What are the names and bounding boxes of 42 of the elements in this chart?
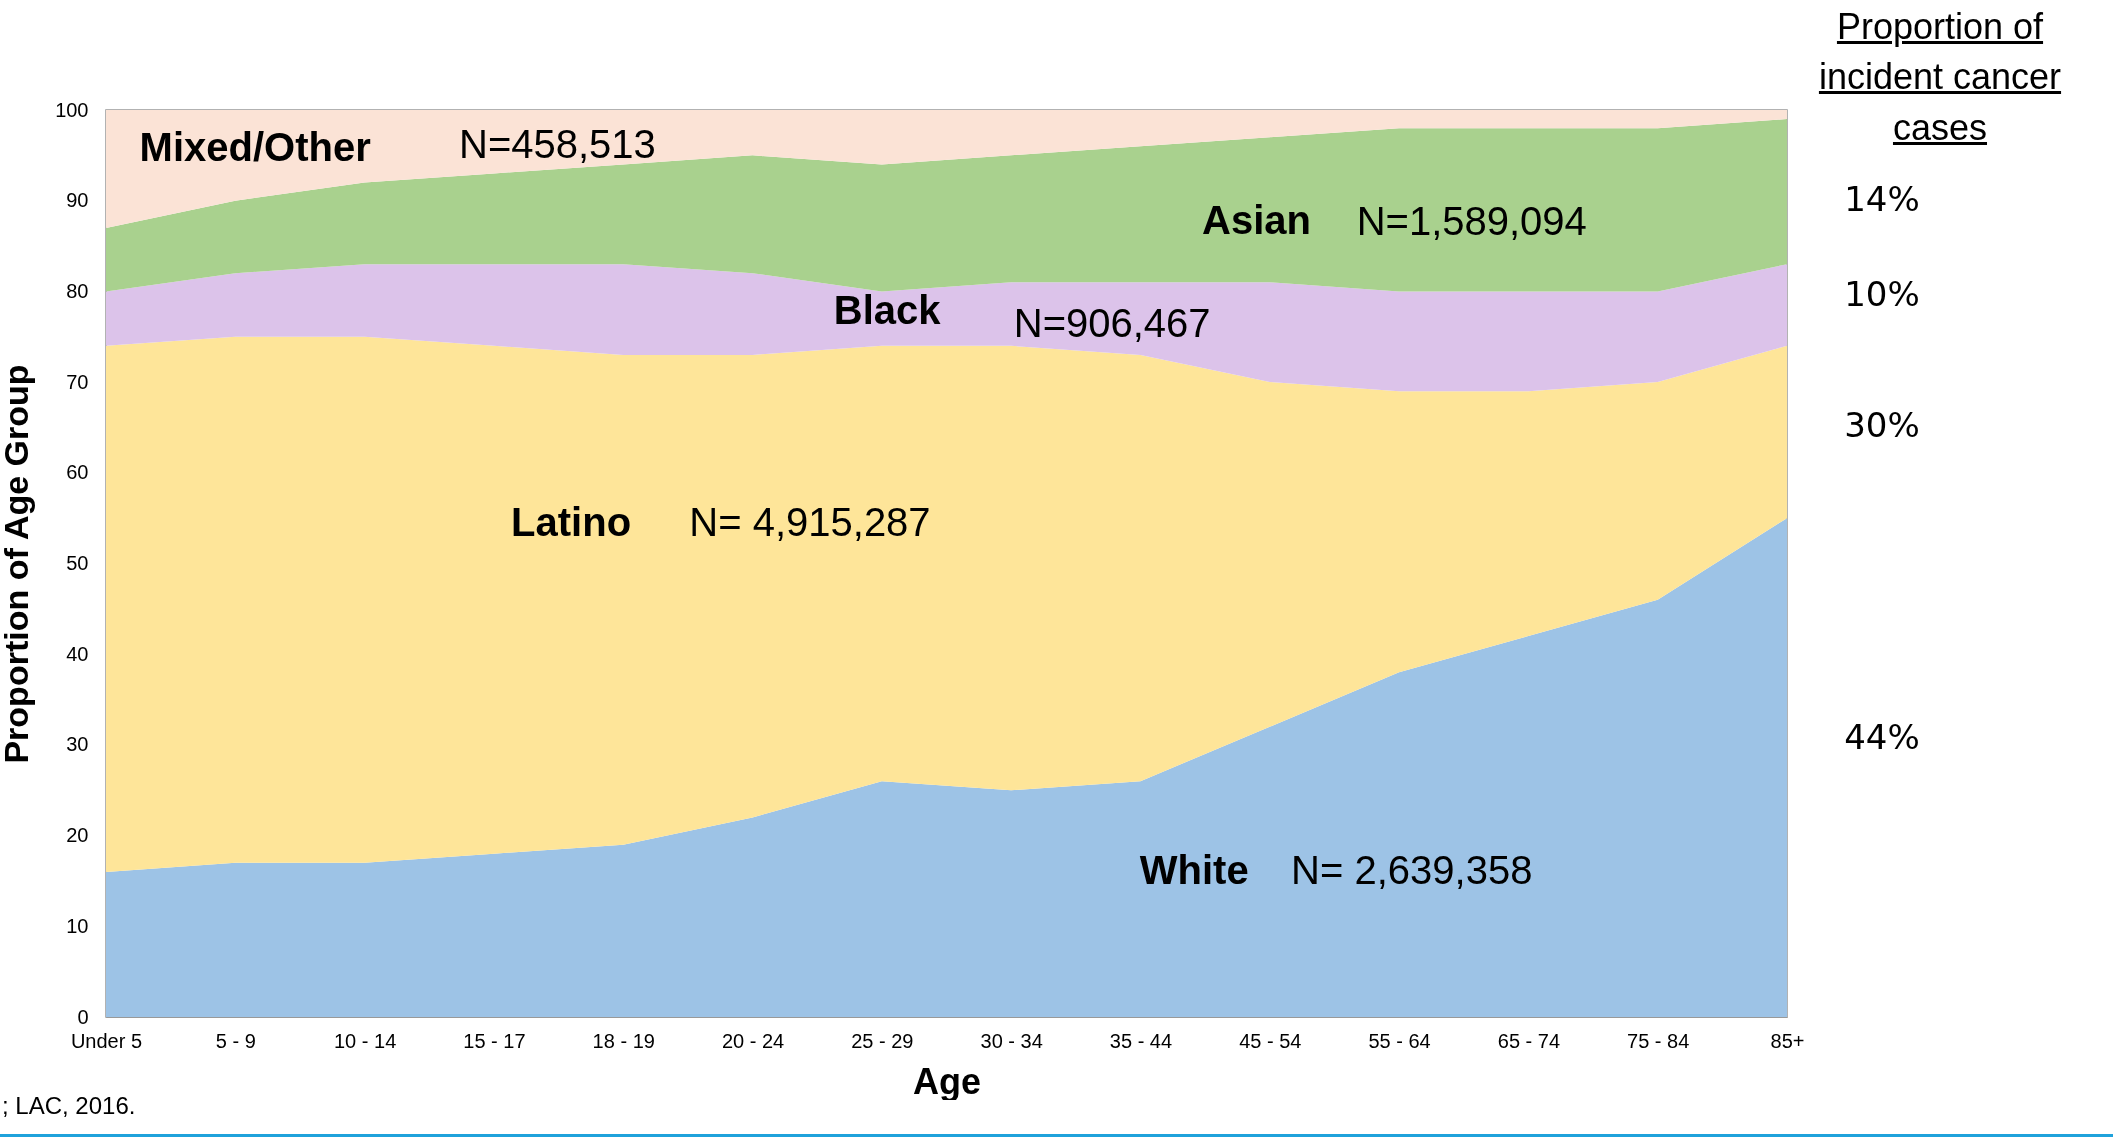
x-tick-label: 10 - 14 xyxy=(333,1029,397,1052)
annotation: N= 4,915,287 xyxy=(689,500,931,545)
annotation: N=458,513 xyxy=(459,122,656,167)
x-tick-label: 20 - 24 xyxy=(721,1029,785,1052)
x-tick-label: Under 5 xyxy=(70,1029,143,1052)
annotation: N= 2,639,358 xyxy=(1291,847,1533,892)
x-tick-label: 18 - 19 xyxy=(592,1029,655,1052)
x-tick-label: 85+ xyxy=(1770,1029,1805,1052)
x-tick-label: 30 - 34 xyxy=(980,1029,1043,1052)
series-label: Asian xyxy=(1202,197,1311,242)
text: 44% xyxy=(1844,717,1920,758)
x-tick-label: 15 - 17 xyxy=(463,1029,526,1052)
text: 30% xyxy=(1844,405,1920,446)
x-tick-label: 25 - 29 xyxy=(851,1029,914,1052)
y-tick-label: 80 xyxy=(66,279,89,302)
y-tick-label: 30 xyxy=(66,733,89,756)
y-tick-label: 90 xyxy=(66,189,89,212)
series-label: Black xyxy=(833,288,942,333)
annotation: N=1,589,094 xyxy=(1356,199,1587,244)
text: 10% xyxy=(1844,273,1920,314)
text: Proportion of incident cancer cases xyxy=(1817,5,2063,150)
text: 14% xyxy=(1844,178,1920,219)
y-tick-label: 10 xyxy=(66,914,89,937)
y-tick-label: 50 xyxy=(66,552,89,574)
y-tick-label: 20 xyxy=(66,824,89,847)
y-tick-label: 40 xyxy=(66,642,89,665)
y-tick-label: 60 xyxy=(66,461,89,484)
y-tick-label: 100 xyxy=(55,98,89,121)
series-label: Mixed/Other xyxy=(139,125,371,169)
annotation: N=906,467 xyxy=(1013,300,1211,345)
y-tick-label: 0 xyxy=(77,1005,89,1028)
x-tick-label: 65 - 74 xyxy=(1497,1029,1561,1052)
series-label: Latino xyxy=(511,500,632,545)
x-tick-label: 55 - 64 xyxy=(1368,1029,1431,1052)
x-tick-label: 45 - 54 xyxy=(1239,1029,1302,1052)
series-label: White xyxy=(1139,847,1249,892)
x-tick-label: 5 - 9 xyxy=(215,1029,256,1052)
x-tick-label: 75 - 84 xyxy=(1627,1029,1690,1052)
x-tick-label: 35 - 44 xyxy=(1109,1029,1173,1052)
text: ; LAC, 2016. xyxy=(2,1092,136,1120)
y-tick-label: 70 xyxy=(66,370,89,393)
y-axis-title: Proportion of Age Group xyxy=(0,364,36,764)
